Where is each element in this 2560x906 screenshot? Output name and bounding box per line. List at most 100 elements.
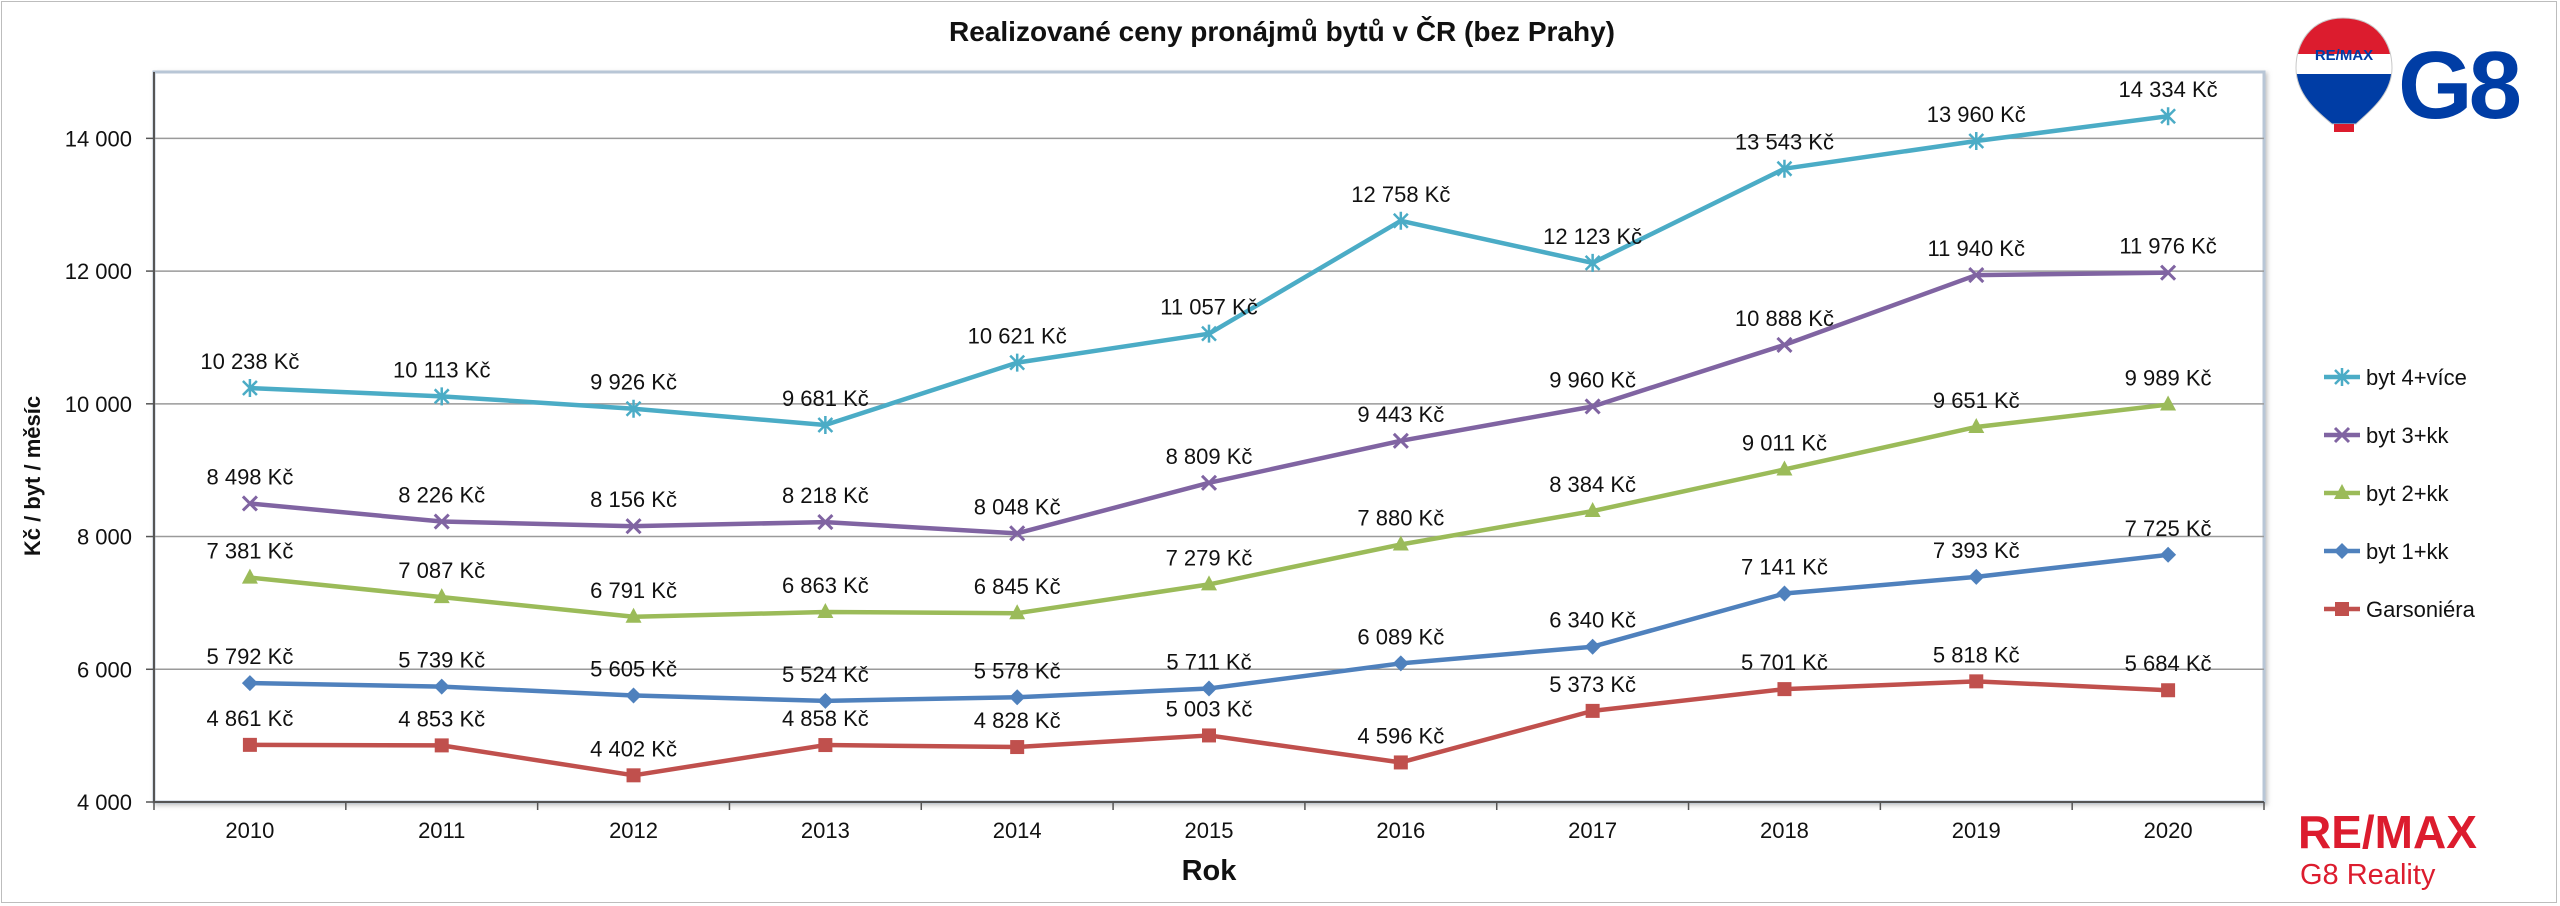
x-tick-label: 2015 [1185,818,1234,843]
legend-item: byt 3+kk [2324,423,2450,448]
data-label: 12 123 Kč [1543,224,1642,249]
data-label: 7 087 Kč [398,558,485,583]
data-label: 7 141 Kč [1741,555,1828,580]
data-point [433,588,450,604]
y-tick-label: 4 000 [77,790,132,815]
data-label: 4 858 Kč [782,706,869,731]
data-label: 8 498 Kč [206,464,293,489]
data-point [1968,267,1985,284]
data-label: 7 725 Kč [2125,516,2212,541]
y-tick-labels: 4 000 6 000 8 000 10 000 12 000 14 000 [65,126,132,815]
data-label: 5 792 Kč [206,644,293,669]
data-point [1392,655,1409,672]
data-point [625,518,642,535]
company-logo-text: RE/MAX [2298,806,2477,858]
data-label: 6 845 Kč [974,574,1061,599]
x-tick-labels: 2010 2011 2012 2013 2014 2015 2016 2017 2018 2019… [225,818,2192,843]
data-label: 5 684 Kč [2125,651,2212,676]
data-point [1776,460,1793,476]
data-point [1392,535,1409,551]
data-label: 10 888 Kč [1735,306,1834,331]
data-label: 5 818 Kč [1933,642,2020,667]
data-label: 5 524 Kč [782,662,869,687]
data-label: 13 543 Kč [1735,130,1834,155]
data-point [1584,253,1601,272]
data-label: 8 384 Kč [1549,472,1636,497]
data-point [1777,682,1792,697]
data-label: 4 828 Kč [974,708,1061,733]
data-point [1009,604,1026,620]
data-point [817,692,834,709]
legend-item: byt 1+kk [2324,539,2450,564]
data-point [2334,543,2350,559]
legend-label: Garsoniéra [2366,597,2476,622]
data-point [1392,211,1409,230]
y-tick-label: 6 000 [77,657,132,682]
data-point [1585,703,1600,718]
chart-title: Realizované ceny pronájmů bytů v ČR (bez… [949,15,1615,47]
data-label: 9 651 Kč [1933,388,2020,413]
data-point [1584,502,1601,518]
data-label: 8 218 Kč [782,483,869,508]
data-point [242,379,258,398]
data-label: 5 711 Kč [1166,649,1251,674]
data-point [1009,525,1026,542]
legend-label: byt 1+kk [2366,539,2450,564]
data-label: 4 596 Kč [1357,723,1444,748]
remax-balloon-logo: RE/MAX [2295,17,2393,132]
data-label: 5 373 Kč [1549,672,1636,697]
x-tick-label: 2012 [609,818,658,843]
data-label: 7 279 Kč [1166,545,1253,570]
legend-label: byt 3+kk [2366,423,2450,448]
data-point [1776,159,1793,178]
y-tick-label: 14 000 [65,126,132,151]
data-point [1968,132,1985,151]
data-label: 9 681 Kč [782,386,869,411]
data-label: 9 989 Kč [2125,366,2212,391]
data-label: 11 057 Kč [1160,295,1257,320]
company-name: G8 Reality [2300,859,2436,891]
data-label: 5 605 Kč [590,656,677,681]
data-point [1968,568,1985,585]
data-point [2334,368,2350,386]
data-point [241,568,258,584]
data-point [2335,602,2349,616]
data-label: 5 739 Kč [398,648,485,673]
data-point [2161,683,2176,698]
data-label: 7 880 Kč [1357,506,1444,531]
data-point [1969,674,1984,689]
data-label: 11 976 Kč [2119,234,2216,259]
data-point [1200,474,1218,491]
data-point [1201,324,1217,343]
data-point [817,514,834,531]
data-label: 4 853 Kč [398,706,485,731]
legend-label: byt 4+více [2366,365,2467,390]
gridlines [154,137,2264,671]
data-label: 5 578 Kč [974,658,1061,683]
data-point [1201,575,1217,591]
data-point [1776,336,1793,353]
data-label: 13 960 Kč [1927,102,2026,127]
g8-mark: G8 [2398,32,2520,139]
data-label: 7 393 Kč [1933,538,2020,563]
axes [146,72,2265,810]
y-tick-label: 10 000 [65,392,132,417]
data-label: 9 011 Kč [1742,430,1827,455]
data-label: 8 156 Kč [590,487,677,512]
data-point [1584,638,1601,655]
data-point [1010,740,1025,755]
series-byt-2-kk [241,395,2177,623]
data-point [817,603,834,619]
data-label: 10 621 Kč [968,324,1067,349]
y-tick-label: 8 000 [77,525,132,550]
series-byt-3-kk [241,264,2177,542]
data-point [433,387,450,406]
y-axis-title: Kč / byt / měsíc [20,396,45,556]
data-point [2334,484,2350,499]
data-point [433,513,450,530]
x-tick-label: 2014 [993,818,1042,843]
x-tick-label: 2013 [801,818,850,843]
data-point [1392,432,1409,449]
data-point [433,678,450,695]
